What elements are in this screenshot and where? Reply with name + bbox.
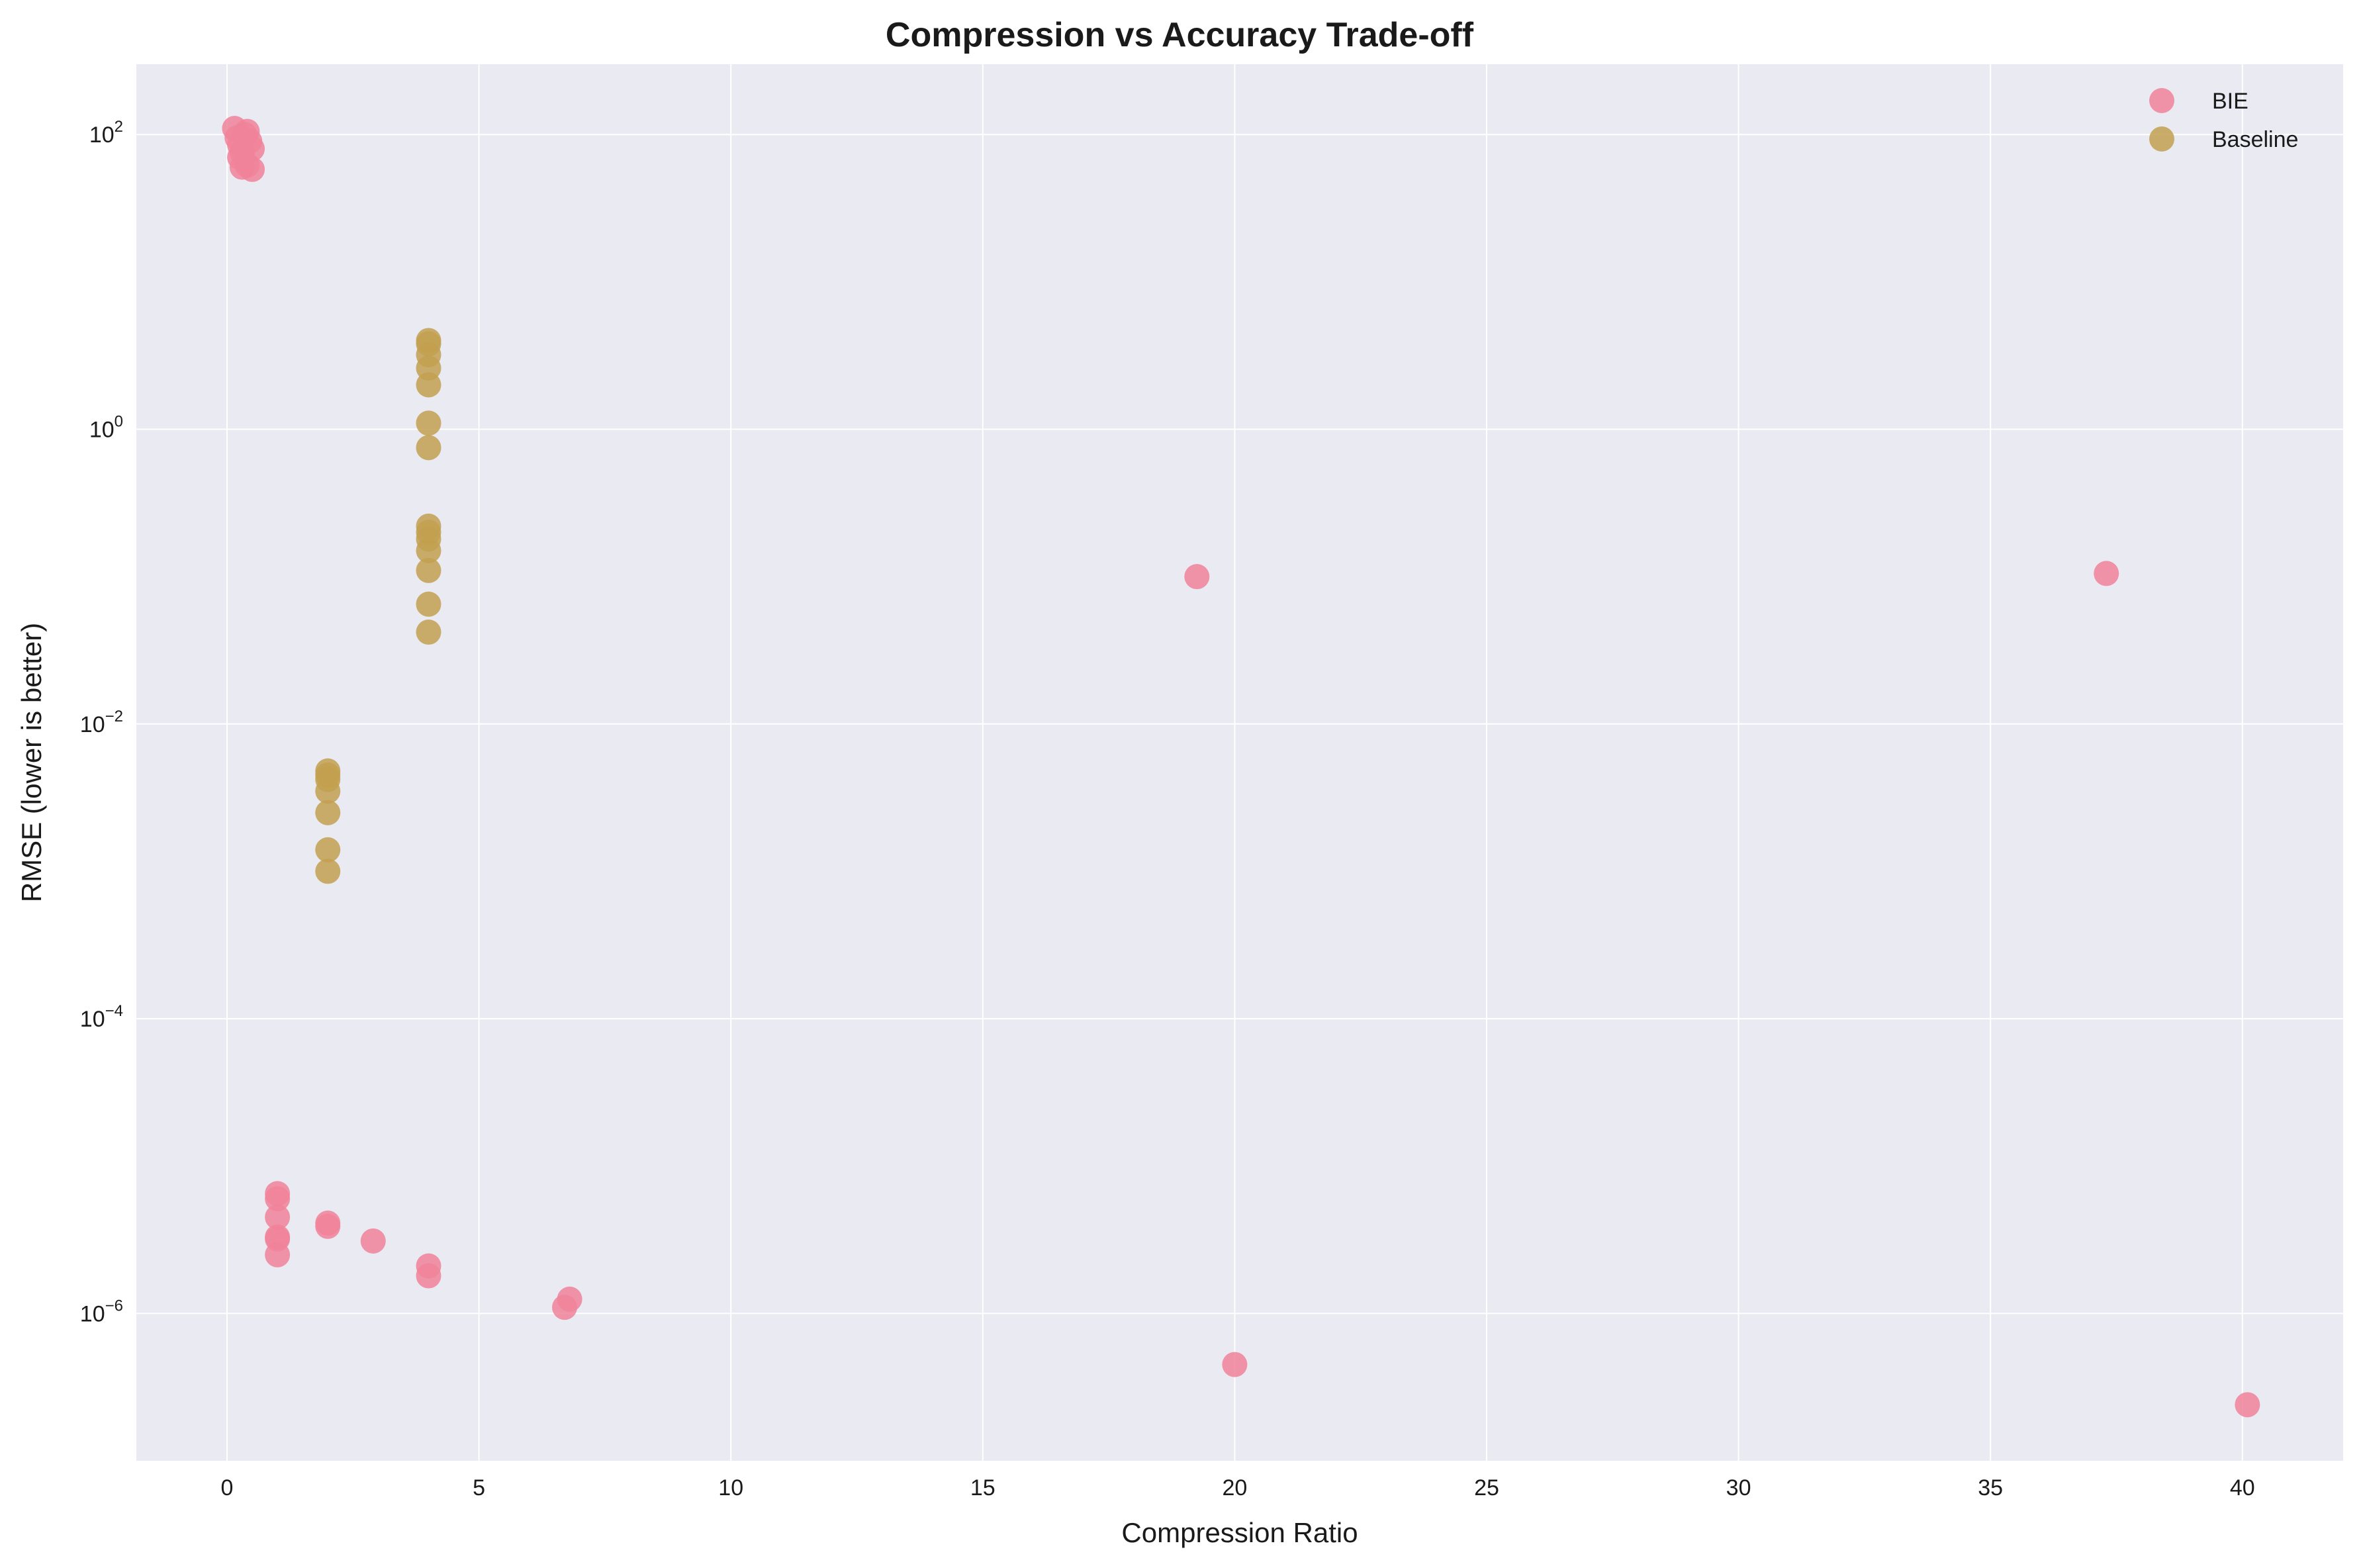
legend: BIE Baseline	[2149, 88, 2298, 152]
point-bie	[227, 144, 253, 170]
x-tick-label: 25	[1474, 1475, 1499, 1500]
legend-marker-baseline	[2149, 126, 2174, 152]
legend-marker-bie	[2149, 88, 2174, 113]
x-tick-label: 5	[473, 1475, 485, 1500]
x-tick-label: 15	[970, 1475, 996, 1500]
x-tick-label: 20	[1222, 1475, 1247, 1500]
point-bie	[360, 1228, 386, 1254]
point-bie	[416, 1263, 441, 1289]
x-tick-label: 0	[221, 1475, 234, 1500]
x-axis-ticks: 0 5 10 15 20 25 30 35 40	[221, 1475, 2255, 1500]
y-tick-label: 10−4	[80, 1002, 123, 1032]
point-bie	[265, 1204, 291, 1230]
point-bie	[557, 1286, 582, 1312]
y-tick-label: 10−6	[80, 1297, 123, 1326]
legend-label-baseline: Baseline	[2212, 127, 2298, 152]
y-axis-ticks: 10−6 10−4 10−2 100 102	[80, 118, 123, 1326]
y-tick-label: 100	[89, 413, 123, 443]
x-tick-label: 10	[718, 1475, 743, 1500]
x-tick-label: 35	[1978, 1475, 2003, 1500]
point-baseline	[416, 557, 441, 583]
y-axis-label: RMSE (lower is better)	[16, 623, 47, 902]
plot-area	[136, 64, 2343, 1461]
point-baseline	[315, 837, 341, 862]
grid-lines	[136, 64, 2343, 1461]
x-tick-label: 30	[1726, 1475, 1751, 1500]
point-bie	[1222, 1352, 1248, 1377]
point-bie	[265, 1186, 291, 1212]
series-baseline	[315, 328, 441, 884]
point-baseline	[416, 435, 441, 461]
x-axis-label: Compression Ratio	[1121, 1517, 1358, 1548]
point-baseline	[416, 372, 441, 398]
point-baseline	[315, 858, 341, 884]
point-bie	[2094, 561, 2119, 586]
point-bie	[2235, 1392, 2260, 1418]
point-baseline	[416, 620, 441, 645]
point-baseline	[416, 537, 441, 563]
point-bie	[1184, 564, 1210, 590]
y-tick-label: 10−2	[80, 708, 123, 737]
point-bie	[265, 1224, 291, 1250]
point-baseline	[416, 591, 441, 617]
point-baseline	[315, 778, 341, 804]
point-baseline	[315, 800, 341, 825]
x-tick-label: 40	[2230, 1475, 2255, 1500]
point-bie	[265, 1242, 291, 1268]
chart-title: Compression vs Accuracy Trade-off	[886, 16, 1474, 54]
series-bie	[222, 116, 2260, 1418]
point-baseline	[416, 410, 441, 436]
point-bie	[315, 1213, 341, 1239]
y-tick-label: 102	[89, 118, 123, 148]
legend-label-bie: BIE	[2212, 89, 2248, 114]
data-points	[222, 116, 2260, 1418]
